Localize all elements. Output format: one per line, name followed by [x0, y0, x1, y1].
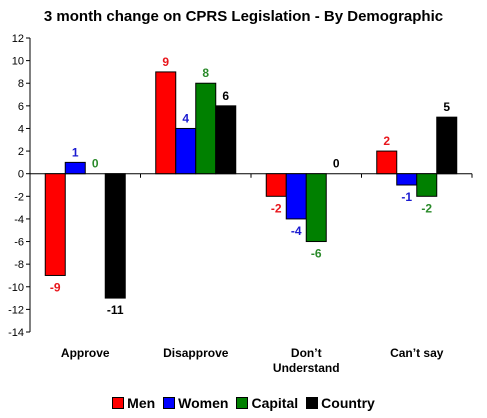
y-tick-label: -8	[14, 259, 24, 271]
data-label: -2	[271, 201, 282, 215]
legend-item: Men	[112, 395, 155, 411]
bar	[396, 173, 418, 186]
y-tick-label: -4	[14, 214, 24, 226]
legend-swatch	[236, 397, 249, 409]
y-tick-label: -2	[14, 191, 24, 203]
legend-label: Women	[178, 395, 229, 411]
data-label: 5	[443, 100, 450, 114]
data-label: 0	[92, 157, 99, 171]
bar	[175, 127, 197, 175]
category-label: Can’t say	[390, 346, 444, 360]
category-label: Understand	[273, 361, 340, 375]
data-label: -6	[311, 247, 322, 261]
data-label: -2	[421, 201, 432, 215]
y-tick-label: 0	[18, 169, 24, 181]
bar	[285, 173, 307, 220]
y-tick-label: 10	[12, 56, 24, 68]
legend-swatch	[163, 397, 176, 409]
data-label: 0	[333, 157, 340, 171]
legend-item: Capital	[236, 395, 298, 411]
data-label: -9	[50, 280, 61, 294]
bar	[155, 71, 177, 175]
legend-item: Country	[306, 395, 375, 411]
data-label: -11	[107, 303, 124, 317]
y-tick-label: -6	[14, 237, 24, 249]
y-tick-label: 6	[18, 101, 24, 113]
bar	[195, 82, 217, 175]
legend: Men Women Capital Country	[0, 395, 487, 411]
data-label: 8	[202, 66, 209, 80]
y-tick-label: -14	[8, 327, 24, 339]
legend-item: Women	[163, 395, 228, 411]
data-label: 9	[162, 55, 169, 69]
category-label: Don’t	[291, 346, 322, 360]
legend-swatch	[112, 397, 125, 409]
data-label: -4	[291, 224, 302, 238]
y-tick-label: 12	[12, 33, 24, 45]
category-label: Approve	[61, 346, 110, 360]
bar	[265, 173, 287, 197]
bar	[376, 150, 398, 175]
y-tick-label: 4	[18, 123, 24, 135]
y-tick-label: -10	[8, 282, 24, 294]
legend-label: Men	[127, 395, 156, 411]
bar	[104, 173, 126, 299]
bar	[215, 105, 237, 175]
y-tick-label: 8	[18, 78, 24, 90]
data-label: 4	[182, 111, 189, 125]
category-label: Disapprove	[163, 346, 229, 360]
legend-label: Country	[321, 395, 375, 411]
data-label: 6	[222, 89, 229, 103]
data-label: -1	[401, 190, 412, 204]
bar	[305, 173, 327, 243]
bar	[436, 116, 458, 175]
legend-label: Capital	[251, 395, 299, 411]
legend-swatch	[306, 397, 319, 409]
y-tick-label: 2	[18, 146, 24, 158]
y-tick-label: -12	[8, 304, 24, 316]
bar	[44, 173, 66, 276]
bar	[64, 161, 86, 175]
chart-title: 3 month change on CPRS Legislation - By …	[43, 8, 444, 25]
data-label: 2	[383, 134, 390, 148]
bar	[416, 173, 438, 197]
data-label: 1	[72, 145, 79, 159]
